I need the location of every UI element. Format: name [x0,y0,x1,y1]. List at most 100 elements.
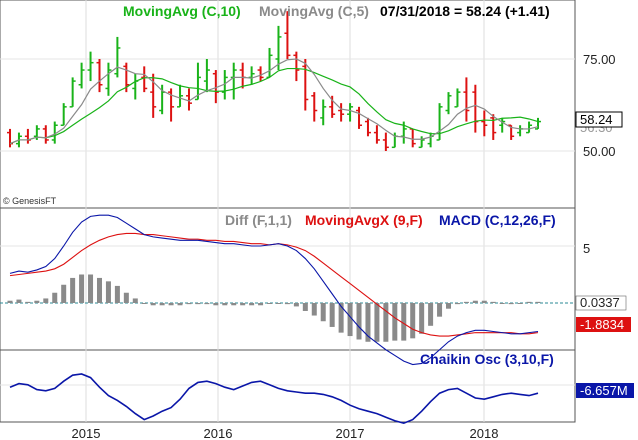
xtick-2018: 2018 [470,426,499,440]
macd-histogram-bar [70,277,76,303]
price-bar [311,92,318,122]
macd-line [9,214,539,366]
macd-histogram-bar [446,303,452,309]
legend-signal: MovingAvgX (9,F) [305,212,423,228]
price-bars [7,11,541,151]
macd-histogram-bar [508,303,514,305]
chaikin-value: -6.657M [580,383,628,398]
macd-histogram-bar [311,303,317,316]
price-bar [212,70,219,104]
macd-histogram-bar [454,303,460,305]
price-bar [194,62,201,101]
price-bar [320,99,327,126]
price-ytick-75: 75.00 [583,52,616,67]
price-bar [436,103,443,141]
price-ytick-50: 50.00 [583,144,616,159]
macd-signal-value-box [576,317,631,332]
macd-histogram-bar [16,299,22,303]
macd-histogram-bar [383,303,389,342]
price-last-value-box [575,111,623,128]
macd-histogram-bar [517,303,523,304]
macd-histogram-bar [240,303,246,306]
legend-diff: Diff (F,1,1) [225,212,292,228]
price-bar [24,128,31,144]
macd-histogram-bar [267,303,273,304]
macd-histogram-bar [374,303,380,342]
macd-histogram-bar [410,303,416,339]
price-bar [105,62,112,96]
price-bar [248,66,255,85]
legend-ma5: MovingAvg (C,5) [259,3,369,19]
macd-histogram-bar [499,303,505,304]
macd-histogram-bar [365,303,371,342]
macd-histogram-bar [419,303,425,334]
price-bar [51,121,58,144]
xtick-2017: 2017 [336,426,365,440]
macd-histogram-bar [105,281,111,303]
macd-histogram-bar [392,303,398,341]
macd-histogram-bar [213,303,219,306]
watermark: © GenesisFT [3,196,57,206]
macd-histogram-bar [168,303,174,306]
price-bar [96,59,103,93]
price-bar [382,132,389,151]
price-bar [302,59,309,111]
price-bar [347,103,354,122]
macd-histogram-bar [52,292,58,303]
macd-histogram-bar [401,303,407,341]
price-bar [203,59,210,93]
price-bar [427,132,434,148]
macd-histogram-bar [490,301,496,303]
moving-average-5-line [9,58,539,145]
price-bar [293,51,300,82]
price-bar [490,114,497,140]
macd-histogram-bar [428,303,434,326]
price-bar [87,51,94,82]
price-bar [78,62,85,89]
price-bar [526,121,533,134]
macd-histogram-bar [526,301,532,303]
xtick-2015: 2015 [72,426,101,440]
price-bar [481,110,488,137]
macd-histogram-bar [141,303,147,304]
price-bar [60,103,67,126]
legend-last-close: 07/31/2018 = 58.24 (+1.41) [380,3,550,19]
macd-histogram-bar [231,303,237,306]
macd-histogram-bar [114,285,120,303]
price-bar [517,125,524,137]
macd-histogram-bar [7,300,13,303]
macd-histogram-bar [222,303,228,306]
price-bar [338,103,345,122]
price-bar [445,92,452,115]
price-bar [221,70,228,100]
macd-histogram-bar [186,303,192,305]
macd-zero-value-box [575,295,627,311]
macd-histogram-bar [43,298,49,303]
macd-histogram-bar [437,303,443,317]
chaikin-oscillator-line [9,373,539,425]
macd-histogram-bar [132,298,138,303]
price-bar [373,125,380,144]
legend-macd: MACD (C,12,26,F) [439,212,556,228]
price-bar [284,11,291,59]
price-bar [472,84,479,133]
macd-histogram-bar [34,300,40,303]
macd-histogram [7,274,541,342]
macd-histogram-bar [249,303,255,306]
price-bar [69,77,76,108]
price-bar [364,117,371,137]
price-bar [257,66,264,82]
chaikin-value-box [576,383,634,398]
macd-histogram-bar [293,303,299,307]
price-bar [463,77,470,122]
xtick-2016: 2016 [204,426,233,440]
macd-histogram-bar [284,303,290,305]
macd-histogram-bar [25,301,31,303]
macd-histogram-bar [150,303,156,306]
price-bar [266,47,273,79]
macd-histogram-bar [275,303,281,304]
macd-histogram-bar [195,303,201,305]
macd-histogram-bar [463,301,469,303]
price-bar [168,88,175,122]
